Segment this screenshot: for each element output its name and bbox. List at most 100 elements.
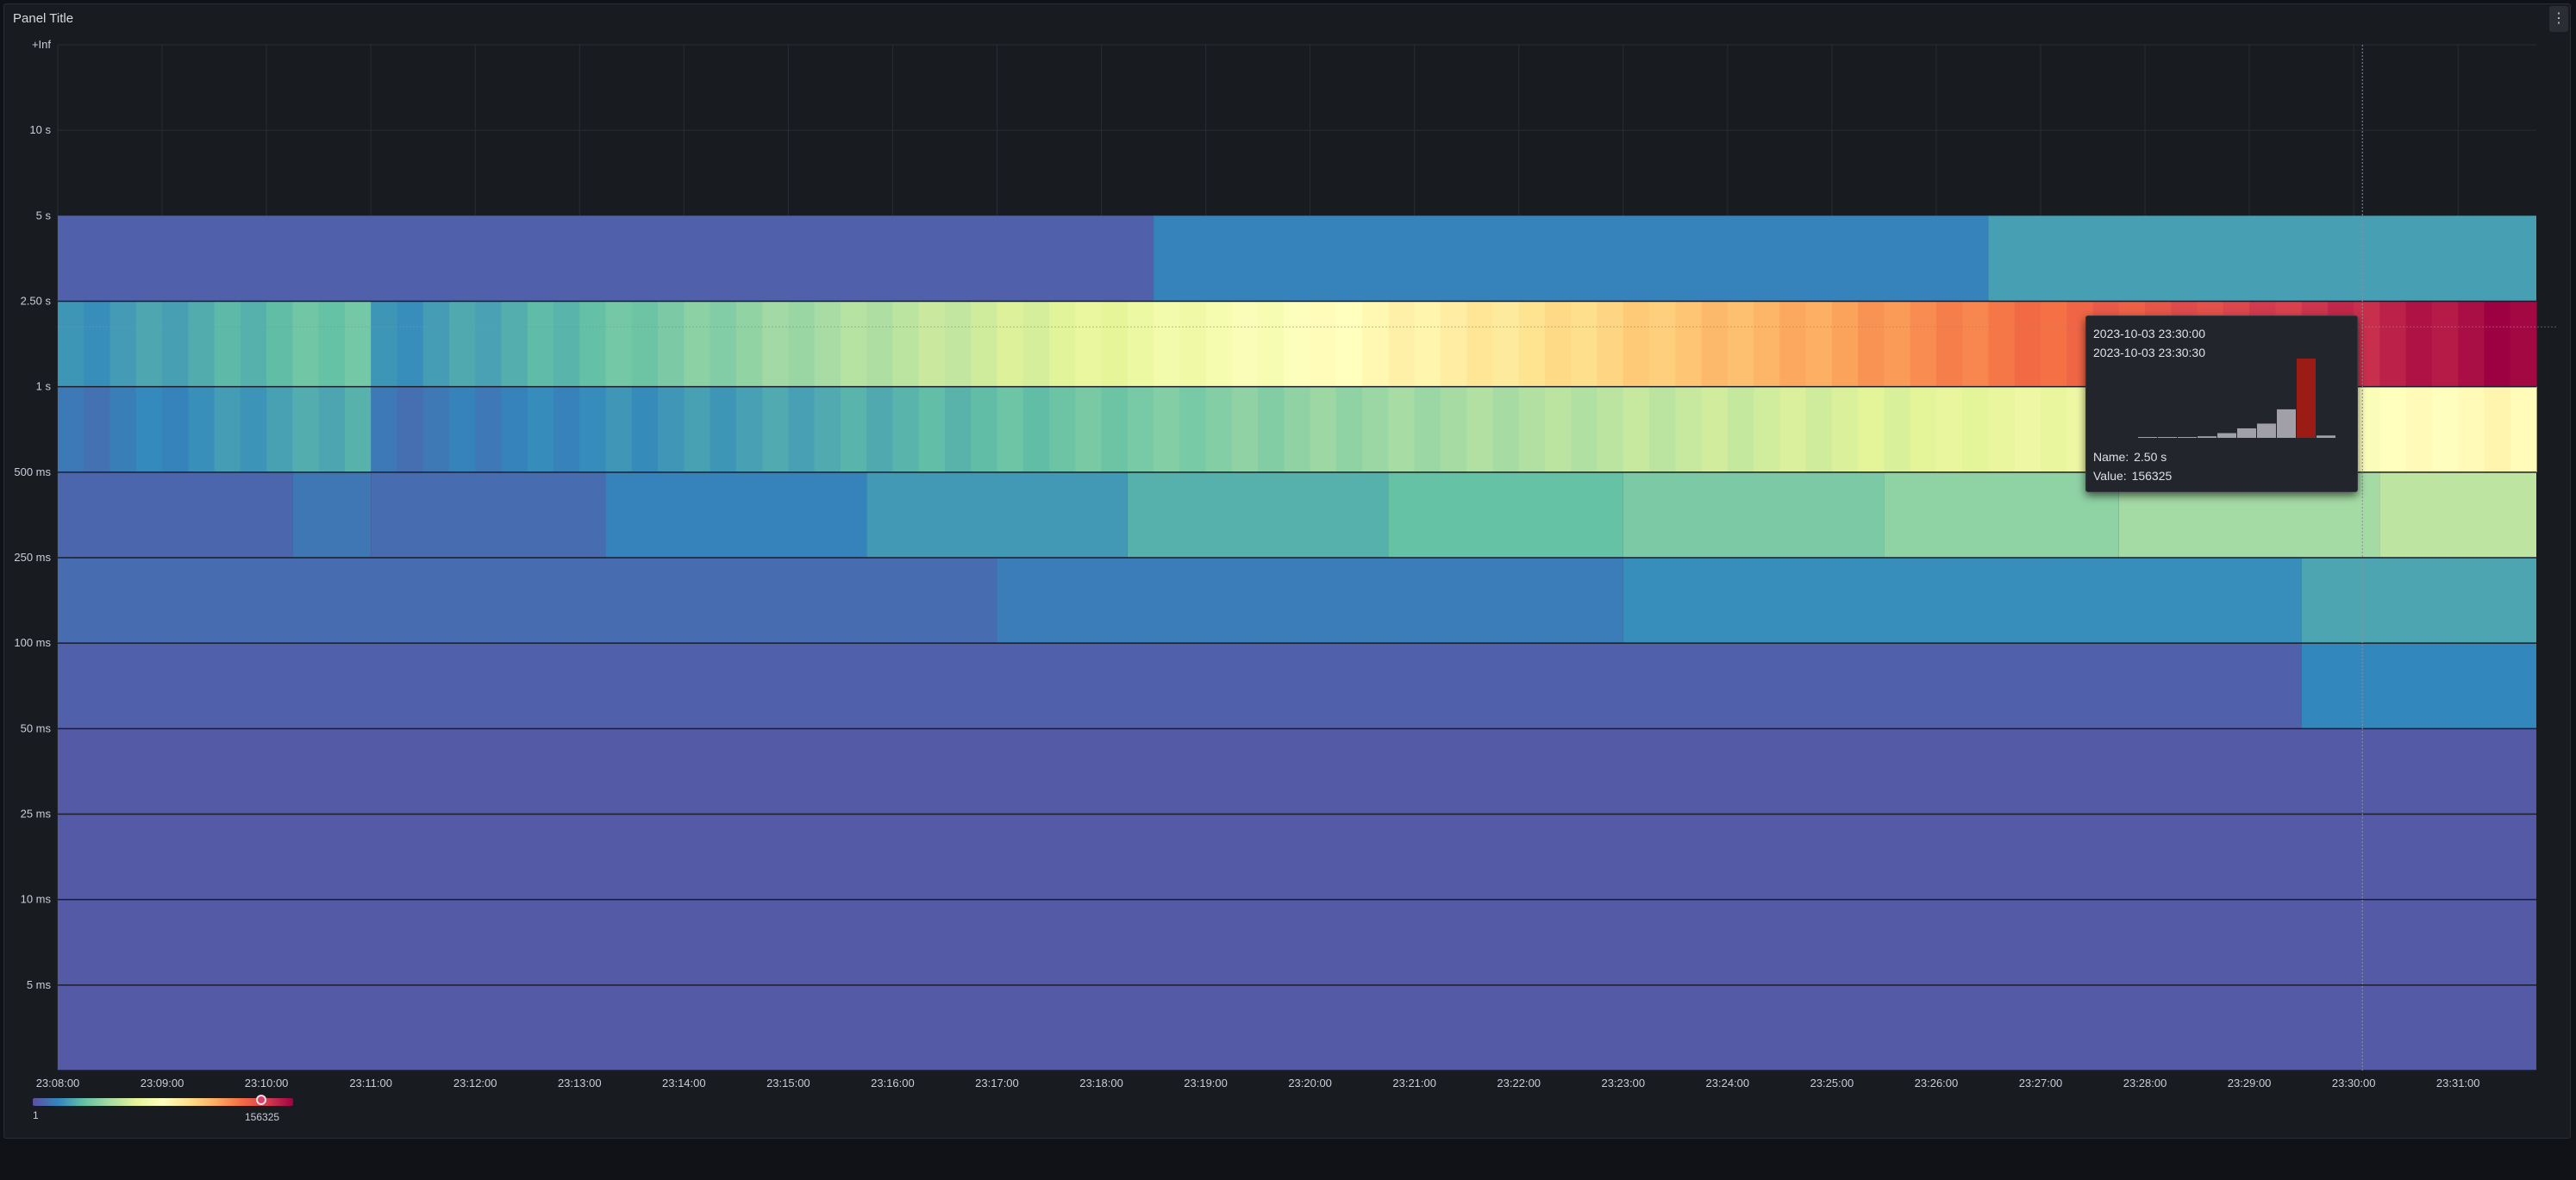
heatmap-cell[interactable] xyxy=(2014,386,2041,472)
heatmap-cell[interactable] xyxy=(579,386,607,472)
heatmap-cell[interactable] xyxy=(2405,386,2433,472)
heatmap-cell[interactable] xyxy=(1779,301,1807,387)
heatmap-cell[interactable] xyxy=(422,386,450,472)
heatmap-cell[interactable] xyxy=(1049,301,1076,387)
heatmap-cell[interactable] xyxy=(1414,386,1441,472)
heatmap-cell[interactable] xyxy=(788,386,816,472)
heatmap-cell[interactable] xyxy=(710,301,737,387)
heatmap-cell[interactable] xyxy=(1858,301,1885,387)
heatmap-cell[interactable] xyxy=(1310,386,1337,472)
heatmap-cell[interactable] xyxy=(58,728,2536,815)
heatmap-cell[interactable] xyxy=(475,301,503,387)
heatmap-cell[interactable] xyxy=(1571,386,1598,472)
heatmap-cell[interactable] xyxy=(1988,301,2016,387)
heatmap-cell[interactable] xyxy=(1284,301,1311,387)
heatmap-cell[interactable] xyxy=(1831,386,1859,472)
heatmap-cell[interactable] xyxy=(788,301,816,387)
heatmap-cell[interactable] xyxy=(2510,386,2537,472)
heatmap-cell[interactable] xyxy=(1154,301,1180,387)
heatmap-cell[interactable] xyxy=(814,386,841,472)
heatmap-cell[interactable] xyxy=(1179,301,1207,387)
heatmap-cell[interactable] xyxy=(1388,386,1416,472)
heatmap-cell[interactable] xyxy=(1935,386,1963,472)
heatmap-cell[interactable] xyxy=(1388,301,1416,387)
heatmap-cell[interactable] xyxy=(658,386,685,472)
heatmap-cell[interactable] xyxy=(1623,301,1650,387)
heatmap-cell[interactable] xyxy=(605,386,633,472)
more-vertical-icon[interactable]: ⋮ xyxy=(2549,6,2568,32)
heatmap-cell[interactable] xyxy=(58,984,2536,1071)
heatmap-cell[interactable] xyxy=(1414,301,1441,387)
heatmap-cell[interactable] xyxy=(866,301,894,387)
heatmap-cell[interactable] xyxy=(1727,386,1754,472)
heatmap-cell[interactable] xyxy=(527,386,554,472)
heatmap-cell[interactable] xyxy=(1649,301,1676,387)
heatmap-cell[interactable] xyxy=(1022,386,1050,472)
heatmap-cell[interactable] xyxy=(240,301,267,387)
heatmap-cell[interactable] xyxy=(997,301,1024,387)
heatmap-cell[interactable] xyxy=(371,386,398,472)
heatmap-cell[interactable] xyxy=(1518,386,1546,472)
heatmap-cell[interactable] xyxy=(135,301,163,387)
heatmap-cell[interactable] xyxy=(1675,386,1703,472)
heatmap-cell[interactable] xyxy=(1754,386,1780,472)
heatmap-cell[interactable] xyxy=(1518,301,1546,387)
heatmap-cell[interactable] xyxy=(214,301,241,387)
heatmap-cell[interactable] xyxy=(1492,301,1520,387)
heatmap-cell[interactable] xyxy=(1805,301,1833,387)
heatmap-cell[interactable] xyxy=(1154,386,1180,472)
heatmap-cell[interactable] xyxy=(448,301,476,387)
heatmap-cell[interactable] xyxy=(135,386,163,472)
heatmap-cell[interactable] xyxy=(58,558,997,644)
heatmap-cell[interactable] xyxy=(1805,386,1833,472)
heatmap-cell[interactable] xyxy=(266,301,293,387)
heatmap-cell[interactable] xyxy=(944,301,972,387)
heatmap-cell[interactable] xyxy=(58,471,293,558)
heatmap-cell[interactable] xyxy=(2301,643,2536,729)
heatmap-cell[interactable] xyxy=(1623,386,1650,472)
heatmap-cell[interactable] xyxy=(997,386,1024,472)
heatmap-cell[interactable] xyxy=(1701,301,1729,387)
heatmap-cell[interactable] xyxy=(1179,386,1207,472)
heatmap-cell[interactable] xyxy=(397,301,424,387)
heatmap-cell[interactable] xyxy=(188,301,216,387)
heatmap-cell[interactable] xyxy=(109,386,137,472)
heatmap-cell[interactable] xyxy=(2379,301,2407,387)
heatmap-cell[interactable] xyxy=(371,471,606,558)
heatmap-cell[interactable] xyxy=(240,386,267,472)
heatmap-cell[interactable] xyxy=(1127,471,1389,558)
heatmap-cell[interactable] xyxy=(1649,386,1676,472)
heatmap-cell[interactable] xyxy=(1962,386,1990,472)
heatmap-cell[interactable] xyxy=(422,301,450,387)
heatmap-cell[interactable] xyxy=(2041,301,2067,387)
heatmap-cell[interactable] xyxy=(2014,301,2041,387)
heatmap-cell[interactable] xyxy=(1545,386,1572,472)
heatmap-cell[interactable] xyxy=(266,386,293,472)
heatmap-cell[interactable] xyxy=(1935,301,1963,387)
heatmap-cell[interactable] xyxy=(684,301,711,387)
heatmap-cell[interactable] xyxy=(1127,386,1154,472)
heatmap-cell[interactable] xyxy=(1884,301,1911,387)
heatmap-cell[interactable] xyxy=(579,301,607,387)
heatmap-cell[interactable] xyxy=(2458,301,2485,387)
heatmap-cell[interactable] xyxy=(58,643,2302,729)
heatmap-cell[interactable] xyxy=(814,301,841,387)
heatmap-cell[interactable] xyxy=(1754,301,1780,387)
heatmap-cell[interactable] xyxy=(631,301,659,387)
heatmap-cell[interactable] xyxy=(1284,386,1311,472)
heatmap-cell[interactable] xyxy=(344,301,372,387)
heatmap-cell[interactable] xyxy=(1231,301,1259,387)
heatmap-cell[interactable] xyxy=(1858,386,1885,472)
heatmap-cell[interactable] xyxy=(1362,386,1390,472)
heatmap-cell[interactable] xyxy=(1022,301,1050,387)
heatmap-cell[interactable] xyxy=(1310,301,1337,387)
heatmap-cell[interactable] xyxy=(605,301,633,387)
heatmap-cell[interactable] xyxy=(1440,301,1467,387)
heatmap-cell[interactable] xyxy=(1231,386,1259,472)
heatmap-cell[interactable] xyxy=(1988,215,2536,302)
heatmap-cell[interactable] xyxy=(1623,471,1885,558)
heatmap-cell[interactable] xyxy=(109,301,137,387)
heatmap-cell[interactable] xyxy=(1884,471,2119,558)
heatmap-cell[interactable] xyxy=(2484,301,2511,387)
heatmap-cell[interactable] xyxy=(58,814,2536,900)
